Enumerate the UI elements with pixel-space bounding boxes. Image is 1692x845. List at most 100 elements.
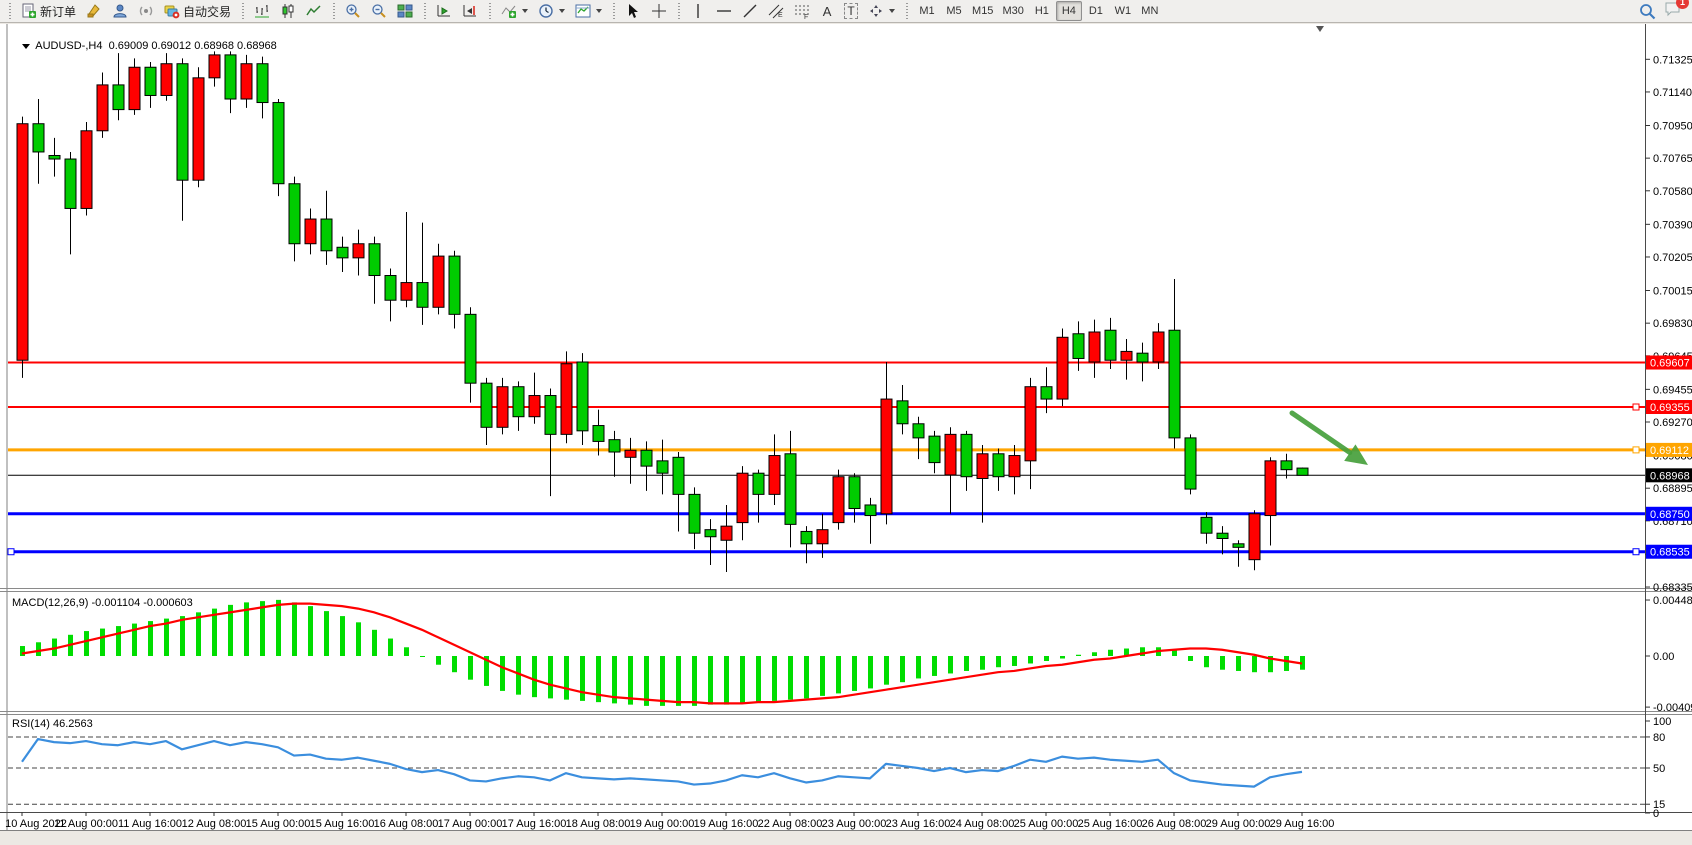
- macd-histogram-bar: [420, 656, 425, 657]
- text-tool-button[interactable]: A: [816, 1, 838, 21]
- price-axis-tick-label: 0.70580: [1653, 186, 1692, 198]
- macd-histogram-bar: [468, 656, 473, 680]
- chart-canvas[interactable]: 0.71325 0.71140 0.70950 0.70765 0.70580 0.703…: [0, 24, 1692, 845]
- candle-bearish: [272, 102, 285, 185]
- time-axis-label: 17 Aug 00:00: [438, 818, 503, 830]
- vertical-line-icon: [697, 4, 699, 18]
- new-order-label: 新订单: [40, 4, 77, 19]
- candle-bullish: [128, 66, 141, 111]
- search-icon[interactable]: [1639, 3, 1656, 20]
- indicators-button[interactable]: [497, 1, 532, 21]
- price-axis-tick-label: 0.70205: [1653, 252, 1692, 264]
- tile-windows-button[interactable]: [393, 1, 417, 21]
- new-order-button[interactable]: 新订单: [17, 1, 80, 21]
- macd-histogram-bar: [708, 656, 713, 705]
- text-tool-icon: A: [822, 3, 832, 19]
- macd-histogram-bar: [308, 606, 313, 656]
- symbol-collapse-icon[interactable]: [22, 44, 31, 49]
- broadcast-button[interactable]: [134, 1, 158, 21]
- macd-histogram-bar: [436, 656, 441, 665]
- timeframe-button-d1[interactable]: D1: [1088, 5, 1103, 17]
- macd-histogram-bar: [580, 656, 585, 701]
- macd-histogram-bar: [532, 656, 537, 698]
- candle-bearish: [848, 476, 861, 509]
- styler-button[interactable]: [82, 1, 106, 21]
- macd-histogram-bar: [612, 656, 617, 704]
- styler-icon: [87, 4, 100, 18]
- timeframe-button-mn[interactable]: MN: [1141, 5, 1159, 17]
- auto-scroll-icon: [437, 5, 451, 17]
- cursor-tool-button[interactable]: [621, 1, 645, 21]
- candle-bullish: [944, 433, 957, 476]
- candle-bearish: [672, 456, 685, 495]
- timeframe-button-w1[interactable]: W1: [1114, 5, 1132, 17]
- macd-axis-tick-label: 0.00: [1653, 651, 1674, 663]
- candle-bearish: [896, 400, 909, 425]
- periods-button[interactable]: [534, 1, 569, 21]
- macd-histogram-bar: [756, 656, 761, 703]
- timeframe-button-m5[interactable]: M5: [946, 5, 962, 17]
- macd-histogram-bar: [1172, 649, 1177, 656]
- candle-bearish: [480, 382, 493, 428]
- vertical-line-tool-button[interactable]: [686, 1, 710, 21]
- notifications-button[interactable]: 1: [1664, 0, 1689, 22]
- timeframe-button-h1[interactable]: H1: [1034, 5, 1049, 17]
- templates-button[interactable]: [571, 1, 606, 21]
- autotrading-button[interactable]: 自动交易: [160, 1, 235, 21]
- macd-histogram-bar: [1220, 656, 1225, 670]
- macd-histogram-bar: [852, 656, 857, 691]
- price-level-label: 0.69607: [1650, 358, 1690, 370]
- arrows-tool-button[interactable]: [864, 1, 899, 21]
- rsi-axis-tick-label: 15: [1653, 799, 1665, 811]
- zoom-out-icon: [372, 4, 386, 18]
- candle-bullish: [208, 54, 221, 79]
- timeframe-button-m1[interactable]: M1: [919, 5, 935, 17]
- time-axis-label: 15 Aug 00:00: [246, 818, 311, 830]
- candle-bearish: [1280, 460, 1293, 471]
- macd-histogram-bar: [596, 656, 601, 703]
- horizontal-line-tool-button[interactable]: [712, 1, 736, 21]
- equidistant-channel-icon: E: [768, 4, 784, 19]
- chart-shift-button[interactable]: [458, 1, 482, 21]
- candle-bearish: [912, 423, 925, 439]
- macd-histogram-bar: [1092, 652, 1097, 656]
- macd-histogram-bar: [292, 602, 297, 656]
- auto-scroll-button[interactable]: [432, 1, 456, 21]
- time-axis-label: 25 Aug 16:00: [1078, 818, 1143, 830]
- line-chart-button[interactable]: [302, 1, 326, 21]
- timeframe-button-m30[interactable]: M30: [1002, 5, 1024, 17]
- zoom-out-button[interactable]: [367, 1, 391, 21]
- candle-bearish: [176, 63, 189, 181]
- chart-background: [0, 24, 1692, 831]
- candle-bearish: [1232, 543, 1245, 548]
- candlestick-chart-button[interactable]: [276, 1, 300, 21]
- toolbar-grip: [487, 3, 493, 19]
- candle-bullish: [1024, 386, 1037, 462]
- candle-bullish: [240, 63, 253, 100]
- trendline-tool-button[interactable]: [738, 1, 762, 21]
- macd-histogram-bar: [356, 622, 361, 656]
- label-tool-button[interactable]: T: [840, 1, 862, 21]
- macd-histogram-bar: [244, 602, 249, 656]
- profile-button[interactable]: [108, 1, 132, 21]
- candle-bearish: [368, 243, 381, 277]
- candle-bearish: [448, 255, 461, 315]
- channel-tool-button[interactable]: E: [764, 1, 788, 21]
- macd-indicator-label: MACD(12,26,9) -0.001104 -0.000603: [12, 597, 193, 609]
- macd-histogram-bar: [628, 656, 633, 705]
- crosshair-tool-button[interactable]: [647, 1, 671, 21]
- candle-bearish: [112, 84, 125, 111]
- candle-bullish: [1056, 336, 1069, 400]
- candle-bearish: [384, 275, 397, 301]
- zoom-in-button[interactable]: [341, 1, 365, 21]
- timeframe-button-m15[interactable]: M15: [972, 5, 994, 17]
- timeframe-button-h4[interactable]: H4: [1055, 1, 1082, 21]
- candle-bearish: [928, 435, 941, 464]
- macd-histogram-bar: [516, 656, 521, 695]
- candle-bearish: [864, 504, 877, 517]
- candle-bearish: [592, 425, 605, 442]
- rsi-line: [21, 737, 1303, 788]
- price-level-label-box: [1646, 442, 1692, 457]
- fibonacci-tool-button[interactable]: F: [790, 1, 814, 21]
- bar-chart-button[interactable]: [250, 1, 274, 21]
